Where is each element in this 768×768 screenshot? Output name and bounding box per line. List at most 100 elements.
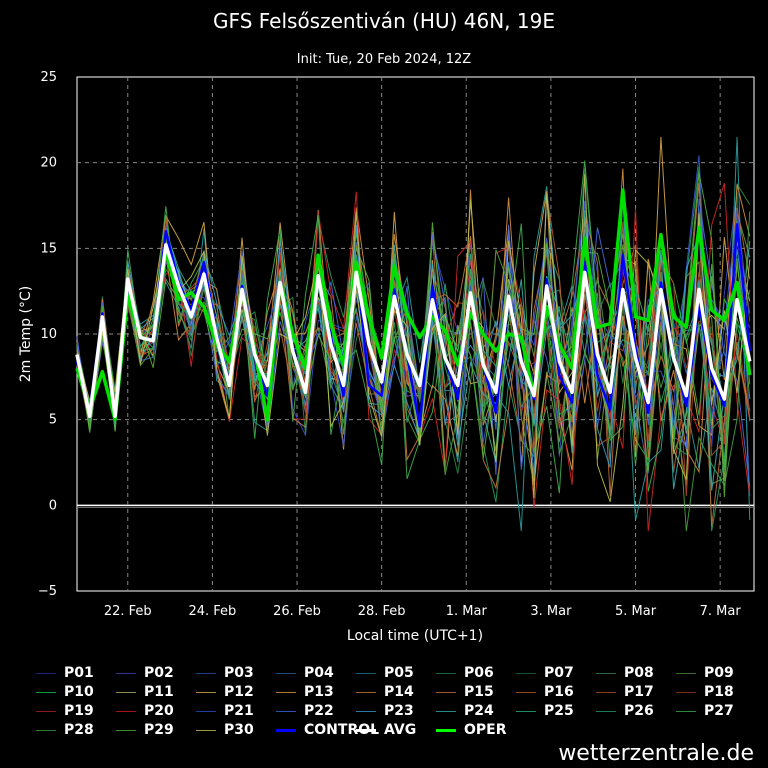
legend-swatch [516,710,536,712]
legend-label: P01 [64,665,94,681]
legend-item-p07: P07 [516,664,574,682]
legend-item-p02: P02 [116,664,174,682]
legend-label: P27 [704,703,734,719]
legend-swatch [276,691,296,693]
legend-swatch [356,728,376,732]
legend-swatch [196,729,216,731]
legend-label: P06 [464,665,494,681]
series-line-oper [75,188,752,422]
legend-item-p10: P10 [36,683,94,701]
legend-label: P16 [544,684,574,700]
legend-swatch [36,710,56,712]
legend-swatch [116,691,136,693]
x-tick-label: 24. Feb [188,604,236,619]
legend-label: OPER [464,722,507,738]
chart-subtitle: Init: Tue, 20 Feb 2024, 12Z [297,52,471,67]
legend-item-p26: P26 [596,702,654,720]
legend-item-p16: P16 [516,683,574,701]
legend-label: P08 [624,665,654,681]
legend-swatch [36,672,56,674]
legend-label: CONTROL [304,722,380,738]
legend-swatch [276,672,296,674]
legend-item-p30: P30 [196,721,254,739]
y-tick-label: 5 [49,413,57,428]
series-line-avg [75,243,752,418]
legend-item-p23: P23 [356,702,414,720]
legend-swatch [196,691,216,693]
legend-item-avg: AVG [356,721,416,739]
legend-swatch [436,710,456,712]
legend-label: P30 [224,722,254,738]
legend-item-control: CONTROL [276,721,379,739]
legend-label: AVG [384,722,417,738]
legend-item-oper: OPER [436,721,507,739]
legend-label: P14 [384,684,414,700]
legend-swatch [356,691,376,693]
legend-label: P05 [384,665,414,681]
legend-item-p13: P13 [276,683,334,701]
legend-item-p25: P25 [516,702,574,720]
legend-label: P19 [64,703,94,719]
legend-label: P25 [544,703,574,719]
legend-label: P28 [64,722,94,738]
legend-item-p11: P11 [116,683,174,701]
legend-swatch [596,710,616,712]
legend-item-p01: P01 [36,664,94,682]
series-line-p27 [76,160,751,494]
series-line-p23 [76,193,751,476]
x-axis: 22. Feb 24. Feb 26. Feb 28. Feb 1. Mar 3. Mar… [104,604,741,619]
legend-label: P12 [224,684,254,700]
legend-swatch [356,710,376,712]
legend-label: P09 [704,665,734,681]
legend-swatch [436,728,456,732]
legend-item-p29: P29 [116,721,174,739]
legend-label: P04 [304,665,334,681]
x-tick-label: 26. Feb [273,604,321,619]
x-tick-label: 22. Feb [104,604,152,619]
legend-swatch [196,672,216,674]
legend-swatch [676,710,696,712]
x-tick-label: 1. Mar [446,604,488,619]
legend-swatch [196,710,216,712]
legend-swatch [116,672,136,674]
legend-swatch [356,672,376,674]
site-credit: wetterzentrale.de [558,741,754,766]
x-tick-label: 5. Mar [615,604,657,619]
legend-item-p05: P05 [356,664,414,682]
legend-label: P10 [64,684,94,700]
y-tick-label: 15 [40,241,57,256]
legend-item-p18: P18 [676,683,734,701]
legend-swatch [276,728,296,732]
legend-item-p28: P28 [36,721,94,739]
legend-item-p06: P06 [436,664,494,682]
y-tick-label: 10 [40,327,57,342]
series-line-p26 [76,235,751,439]
ensemble-chart: GFS Felsőszentiván (HU) 46N, 19E Init: T… [18,9,755,644]
legend-label: P21 [224,703,254,719]
legend-swatch [596,691,616,693]
legend-swatch [676,672,696,674]
legend-label: P18 [704,684,734,700]
series-line-control [75,223,752,428]
legend-item-p17: P17 [596,683,654,701]
legend-label: P11 [144,684,174,700]
legend-label: P02 [144,665,174,681]
legend-item-p20: P20 [116,702,174,720]
legend-swatch [116,710,136,712]
legend-item-p21: P21 [196,702,254,720]
y-axis-label: 2m Temp (°C) [18,286,34,382]
series-line-p28 [76,211,751,532]
y-tick-label: 25 [40,70,57,85]
legend-swatch [436,691,456,693]
legend-swatch [676,691,696,693]
chart-title: GFS Felsőszentiván (HU) 46N, 19E [213,9,555,33]
x-axis-label: Local time (UTC+1) [347,628,483,644]
legend-swatch [516,691,536,693]
legend-label: P24 [464,703,494,719]
legend-label: P29 [144,722,174,738]
legend-item-p03: P03 [196,664,254,682]
legend-swatch [276,710,296,712]
legend-label: P17 [624,684,654,700]
legend-label: P20 [144,703,174,719]
legend-item-p04: P04 [276,664,334,682]
